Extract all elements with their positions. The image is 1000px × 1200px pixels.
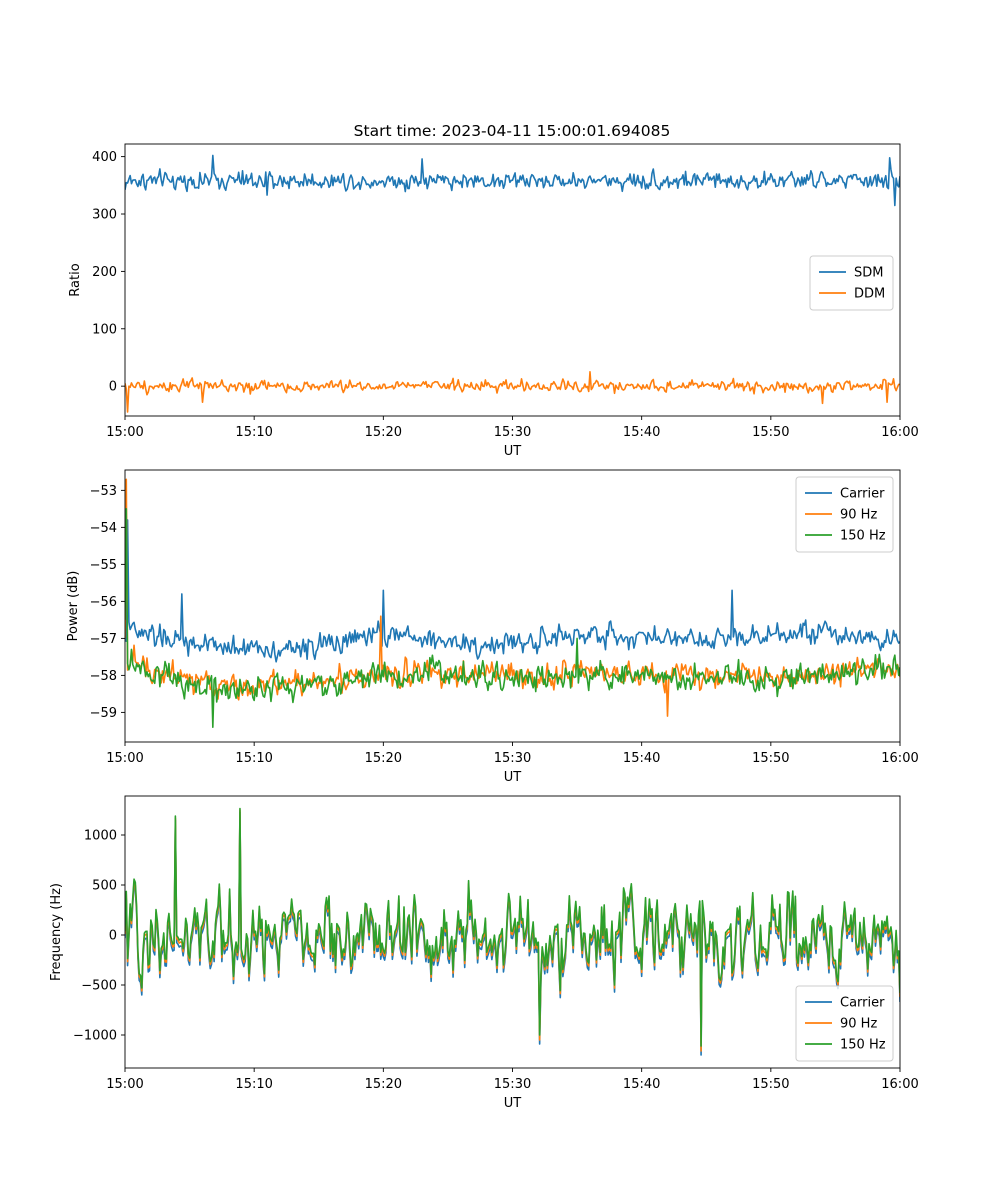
x-tick-label: 15:10	[235, 1077, 272, 1092]
y-tick-label: 1000	[84, 829, 117, 844]
y-tick-label: 300	[92, 208, 117, 223]
x-tick-label: 15:40	[623, 751, 660, 766]
x-tick-label: 15:50	[752, 1077, 789, 1092]
legend-entry-label: 90 Hz	[840, 508, 877, 523]
series-line-sdm	[125, 154, 900, 207]
y-axis-label: Frequency (Hz)	[49, 883, 64, 981]
x-tick-label: 15:50	[752, 425, 789, 440]
legend-entry-label: SDM	[854, 266, 883, 281]
y-tick-label: 0	[109, 380, 117, 395]
x-axis-label: UT	[504, 444, 522, 459]
x-tick-label: 15:50	[752, 751, 789, 766]
series-line-ddm	[125, 371, 900, 413]
x-tick-label: 15:40	[623, 425, 660, 440]
series-group	[125, 807, 900, 1056]
y-tick-label: −55	[90, 558, 117, 573]
x-tick-label: 15:10	[235, 751, 272, 766]
subplot-power: 15:00 15:10 15:20 15:30 15:40 15:50 16:00 −59 −5…	[66, 469, 919, 785]
x-tick-label: 15:20	[365, 751, 402, 766]
x-tick-label: 15:00	[106, 751, 143, 766]
y-tick-label: 100	[92, 322, 117, 337]
series-line-carrier	[125, 519, 900, 663]
x-tick-label: 16:00	[881, 1077, 918, 1092]
x-tick-label: 15:10	[235, 425, 272, 440]
y-tick-label: −1000	[73, 1029, 117, 1044]
legend-box	[809, 255, 894, 311]
legend-entry-label: 90 Hz	[840, 1017, 877, 1032]
figure-title: Start time: 2023-04-11 15:00:01.694085	[354, 122, 671, 140]
series-line-90-hz	[125, 809, 900, 1052]
y-tick-label: −58	[90, 669, 117, 684]
legend: Carrier 90 Hz 150 Hz	[795, 476, 894, 553]
y-tick-label: −53	[90, 484, 117, 499]
series-group	[125, 154, 900, 413]
series-line-150-hz	[125, 508, 900, 728]
y-tick-label: 0	[109, 929, 117, 944]
subplot-frequency: 15:00 15:10 15:20 15:30 15:40 15:50 16:00 −1000…	[49, 795, 919, 1111]
legend-entry-label: 150 Hz	[840, 1038, 886, 1053]
subplot-ratio: 15:00 15:10 15:20 15:30 15:40 15:50 16:00 0 100 2…	[68, 143, 919, 459]
x-tick-label: 15:40	[623, 1077, 660, 1092]
series-line-150-hz	[125, 807, 900, 1047]
legend: SDM DDM	[809, 255, 894, 311]
y-tick-label: 200	[92, 265, 117, 280]
legend: Carrier 90 Hz 150 Hz	[795, 985, 894, 1062]
x-tick-label: 15:30	[494, 751, 531, 766]
y-axis-label: Power (dB)	[66, 571, 81, 642]
x-tick-label: 15:00	[106, 425, 143, 440]
x-tick-label: 15:20	[365, 1077, 402, 1092]
y-tick-label: −56	[90, 595, 117, 610]
y-axis-label: Ratio	[68, 263, 83, 296]
x-tick-label: 15:20	[365, 425, 402, 440]
y-tick-label: 500	[92, 879, 117, 894]
legend-box	[795, 476, 894, 553]
x-axis-label: UT	[504, 770, 522, 785]
legend-entry-label: Carrier	[840, 996, 885, 1011]
x-axis-label: UT	[504, 1096, 522, 1111]
x-tick-label: 15:00	[106, 1077, 143, 1092]
series-group	[125, 478, 900, 728]
legend-entry-label: Carrier	[840, 487, 885, 502]
y-tick-label: −57	[90, 632, 117, 647]
x-tick-label: 15:30	[494, 425, 531, 440]
x-tick-label: 16:00	[881, 751, 918, 766]
y-tick-label: −500	[81, 979, 117, 994]
legend-entry-label: 150 Hz	[840, 529, 886, 544]
x-tick-label: 15:30	[494, 1077, 531, 1092]
y-tick-label: −59	[90, 706, 117, 721]
x-tick-label: 16:00	[881, 425, 918, 440]
series-line-carrier	[125, 811, 900, 1056]
legend-box	[795, 985, 894, 1062]
y-tick-label: −54	[90, 521, 117, 536]
y-tick-label: 400	[92, 150, 117, 165]
legend-entry-label: DDM	[854, 287, 885, 302]
